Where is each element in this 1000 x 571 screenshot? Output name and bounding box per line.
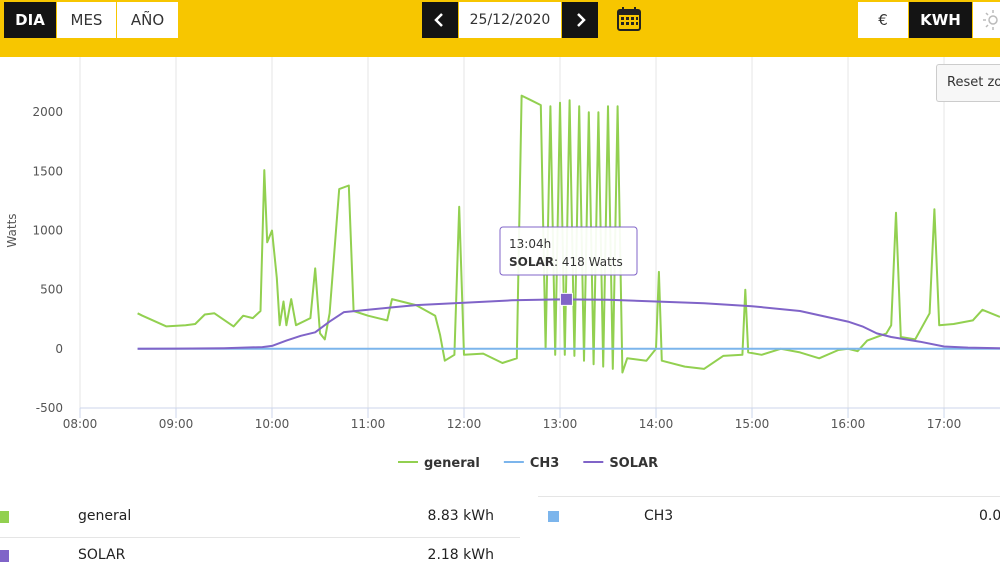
day-button[interactable]: DIA	[4, 2, 56, 38]
x-tick-label: 15:00	[735, 417, 770, 431]
year-button[interactable]: AÑO	[117, 2, 178, 38]
y-tick-label: 0	[55, 342, 63, 356]
tooltip-time: 13:04h	[509, 237, 551, 251]
tooltip-body: SOLAR: 418 Watts	[509, 255, 623, 269]
date-field[interactable]: 25/12/2020	[459, 2, 561, 38]
x-tick-label: 11:00	[351, 417, 386, 431]
y-tick-label: 500	[40, 283, 63, 297]
row-divider	[0, 537, 520, 538]
legend-swatch	[548, 511, 559, 522]
x-tick-label: 09:00	[159, 417, 194, 431]
calendar-icon[interactable]	[615, 5, 643, 33]
legend-label: CH3	[530, 456, 559, 471]
x-tick-label: 13:00	[543, 417, 578, 431]
row-divider	[538, 496, 1000, 497]
x-tick-label: 14:00	[639, 417, 674, 431]
x-tick-label: 17:00	[927, 417, 962, 431]
next-button[interactable]	[562, 2, 598, 38]
tooltip-series: SOLAR	[509, 255, 554, 269]
chart: -5000500100015002000250008:0009:0010:001…	[5, 46, 1000, 471]
tooltip-box	[499, 226, 638, 276]
reset-zoom-button[interactable]: Reset zo	[936, 64, 1000, 102]
chevron-left	[434, 13, 443, 27]
sun-icon	[983, 10, 998, 30]
series-line	[137, 298, 1000, 350]
legend-label: SOLAR	[609, 456, 658, 471]
tooltip-marker	[559, 292, 573, 306]
y-tick-label: -500	[36, 401, 63, 415]
currency-button[interactable]: €	[858, 2, 908, 38]
y-tick-label: 2000	[32, 105, 63, 119]
y-tick-label: 1000	[32, 224, 63, 238]
sun-button[interactable]	[973, 2, 1000, 38]
chevron-right	[577, 13, 586, 27]
x-tick-label: 10:00	[255, 417, 290, 431]
month-button[interactable]: MES	[57, 2, 116, 38]
summary-value: 8.83 kWh	[427, 508, 494, 524]
summary-value: 2.18 kWh	[427, 547, 494, 563]
kwh-button[interactable]: KWH	[909, 2, 972, 38]
x-tick-label: 12:00	[447, 417, 482, 431]
tooltip-value: 418	[562, 255, 585, 269]
legend-swatch	[0, 511, 9, 523]
top-bar: DIA MES AÑO 25/12/2020 € KWH	[0, 0, 1000, 57]
legend-swatch	[0, 550, 9, 562]
y-axis-title: Watts	[5, 213, 19, 247]
summary-name: CH3	[644, 508, 674, 524]
x-tick-label: 08:00	[63, 417, 98, 431]
tooltip: 13:04h SOLAR: 418 Watts	[499, 226, 638, 276]
tooltip-unit: Watts	[589, 255, 623, 269]
summary-name: SOLAR	[78, 547, 126, 563]
legend-label: general	[424, 456, 480, 471]
summary-name: general	[78, 508, 132, 524]
summary-value: 0.0	[979, 508, 1000, 524]
prev-button[interactable]	[422, 2, 458, 38]
x-tick-label: 16:00	[831, 417, 866, 431]
y-tick-label: 1500	[32, 164, 63, 178]
